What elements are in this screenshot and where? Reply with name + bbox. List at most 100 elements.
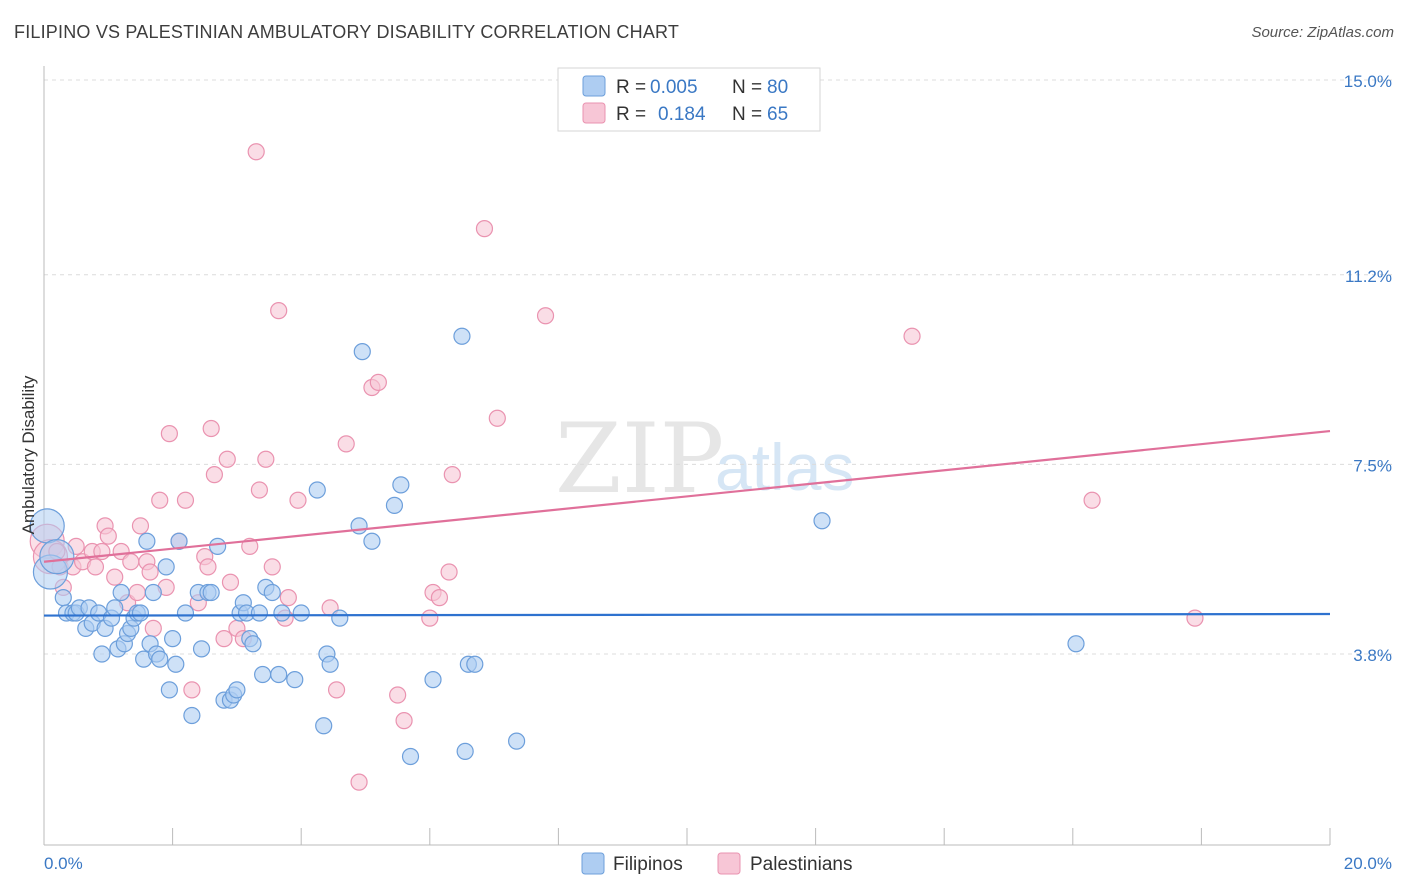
palestinian-point <box>289 491 307 509</box>
legend-r-label-2: R = <box>616 104 646 125</box>
filipino-point <box>39 539 75 575</box>
bottom-legend-swatch-filipinos[interactable] <box>581 852 605 875</box>
tick-labels: 3.8% 7.5% 11.2% 15.0% 0.0% 20.0% <box>44 72 1392 873</box>
x-tick-label: 20.0% <box>1344 854 1392 873</box>
chart-title: FILIPINO VS PALESTINIAN AMBULATORY DISAB… <box>14 22 680 42</box>
palestinian-point <box>1083 491 1101 509</box>
y-axis-label: Ambulatory Disability <box>19 375 38 534</box>
palestinian-point <box>903 327 921 345</box>
filipino-point <box>192 640 211 658</box>
filipino-point <box>160 681 178 699</box>
filipino-point <box>392 476 410 494</box>
y-tick-label: 11.2% <box>1345 267 1392 286</box>
filipino-point <box>270 665 288 684</box>
filipinos-points <box>29 327 1085 766</box>
palestinian-point <box>160 425 178 443</box>
filipino-point <box>1067 635 1085 653</box>
palestinian-point <box>106 568 124 586</box>
filipino-point <box>353 343 371 361</box>
palestinian-point <box>369 373 387 391</box>
palestinian-point <box>350 773 368 791</box>
filipino-point <box>106 599 124 617</box>
palestinian-point <box>443 466 461 484</box>
watermark-zip: ZIP <box>555 403 724 515</box>
filipino-point <box>93 645 111 663</box>
y-tick-label: 7.5% <box>1353 456 1392 475</box>
palestinian-point <box>202 419 220 438</box>
filipino-point <box>164 630 182 648</box>
series-legend[interactable]: Filipinos Palestinians <box>581 852 852 875</box>
palestinian-point <box>257 450 275 468</box>
legend-n-value-2: 65 <box>767 104 788 125</box>
watermark-atlas: atlas <box>715 430 854 504</box>
palestinian-point <box>183 681 201 699</box>
palestinian-point <box>279 589 297 607</box>
palestinian-point <box>475 220 494 238</box>
filipino-point <box>254 665 272 684</box>
filipino-point <box>228 681 246 699</box>
palestinian-point <box>141 563 159 581</box>
filipino-point <box>250 604 269 622</box>
palestinian-point <box>99 527 117 545</box>
filipino-point <box>401 747 420 766</box>
filipino-point <box>54 589 72 607</box>
palestinian-point <box>241 537 259 555</box>
legend-n-value-1: 80 <box>767 77 788 98</box>
filipino-point <box>385 496 404 514</box>
palestinian-point <box>440 563 458 581</box>
bottom-legend-palestinians[interactable]: Palestinians <box>750 854 852 875</box>
filipino-point <box>176 604 195 622</box>
filipino-point <box>183 706 201 725</box>
filipino-point <box>453 327 471 345</box>
palestinian-point <box>128 583 146 602</box>
palestinian-point <box>327 681 346 699</box>
palestinian-point <box>1186 609 1204 627</box>
legend-swatch-palestinians <box>582 102 606 124</box>
filipino-point <box>315 717 333 735</box>
y-tick-label: 3.8% <box>1353 646 1392 665</box>
filipino-point <box>321 655 339 673</box>
palestinian-point <box>536 307 555 325</box>
filipino-point <box>202 583 220 602</box>
x-tick-label: 0.0% <box>44 854 83 873</box>
filipino-point <box>350 517 368 535</box>
palestinian-point <box>421 609 439 627</box>
palestinian-point <box>151 491 169 509</box>
palestinian-point <box>176 491 195 509</box>
legend-r-label-1: R = <box>616 77 646 98</box>
chart-source: Source: ZipAtlas.com <box>1251 24 1394 41</box>
palestinian-point <box>488 409 506 427</box>
filipino-point <box>363 532 381 550</box>
filipino-point <box>138 532 156 550</box>
legend-n-label-2: N = <box>732 104 762 125</box>
trend-lines <box>43 429 1331 617</box>
filipino-point <box>209 537 227 555</box>
palestinian-point <box>122 553 140 571</box>
palestinian-point <box>395 712 413 730</box>
palestinian-point <box>131 517 150 535</box>
palestinian-point <box>270 302 288 320</box>
palestinian-point <box>218 450 236 468</box>
bottom-legend-filipinos[interactable]: Filipinos <box>613 854 683 875</box>
filipino-point <box>273 604 291 622</box>
palestinians-trend-line <box>43 429 1331 563</box>
filipinos-trend-line <box>43 612 1331 617</box>
palestinian-point <box>337 435 355 453</box>
palestinian-point <box>221 573 240 591</box>
bottom-legend-swatch-palestinians[interactable] <box>717 852 741 875</box>
palestinian-point <box>247 143 265 161</box>
filipino-point <box>308 481 326 499</box>
filipino-point <box>331 609 349 627</box>
filipino-point <box>157 558 175 576</box>
filipino-point <box>170 532 188 550</box>
filipino-point <box>167 655 185 673</box>
palestinian-point <box>199 558 217 576</box>
palestinian-point <box>250 481 269 499</box>
filipino-point <box>144 583 162 602</box>
filipino-point <box>424 671 442 689</box>
palestinian-point <box>86 558 105 576</box>
filipino-point <box>508 732 526 750</box>
filipino-point <box>466 655 484 673</box>
filipino-point <box>263 583 281 602</box>
